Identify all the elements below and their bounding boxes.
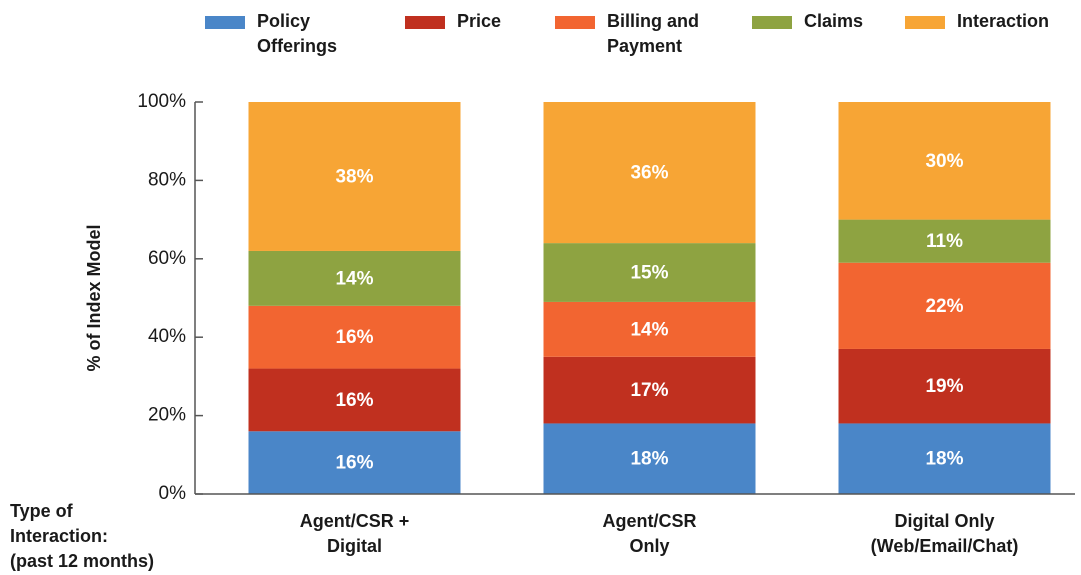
- value-label: 30%: [925, 151, 963, 172]
- bar-segment: [248, 250, 461, 306]
- bar-segment: [838, 102, 1051, 220]
- bar-segment: [248, 431, 461, 494]
- y-tick-label: 20%: [148, 405, 186, 426]
- bar-segment: [838, 348, 1051, 424]
- legend-label: Billing and Payment: [607, 11, 699, 56]
- legend-label: Interaction: [957, 11, 1049, 31]
- value-label: 18%: [630, 449, 668, 470]
- y-tick-label: 0%: [159, 483, 187, 504]
- y-tick-label: 60%: [148, 248, 186, 269]
- value-label: 16%: [335, 327, 373, 348]
- y-tick-label: 40%: [148, 326, 186, 347]
- y-axis-label: % of Index Model: [84, 224, 104, 371]
- x-axis-label: Type of Interaction: (past 12 months): [10, 501, 154, 571]
- legend-swatch: [405, 16, 445, 29]
- legend-swatch: [905, 16, 945, 29]
- bar-segment: [543, 243, 756, 302]
- legend-label: Price: [457, 11, 501, 31]
- value-label: 14%: [335, 268, 373, 289]
- value-label: 22%: [925, 296, 963, 317]
- x-tick-label: Agent/CSR + Digital: [300, 511, 410, 556]
- bar-segment: [248, 368, 461, 432]
- bar-segment: [543, 423, 756, 494]
- value-label: 15%: [630, 263, 668, 284]
- value-label: 14%: [630, 319, 668, 340]
- value-label: 16%: [335, 453, 373, 474]
- bar-segment: [838, 219, 1051, 263]
- bar-segment: [248, 305, 461, 369]
- bar-segment: [543, 102, 756, 244]
- value-label: 38%: [335, 166, 373, 187]
- value-label: 36%: [630, 163, 668, 184]
- legend-label: Claims: [804, 11, 863, 31]
- bar-segment: [248, 102, 461, 251]
- legend-swatch: [752, 16, 792, 29]
- legend-swatch: [205, 16, 245, 29]
- bar-segment: [838, 423, 1051, 494]
- value-label: 11%: [926, 231, 963, 252]
- value-label: 16%: [335, 390, 373, 411]
- y-tick-label: 80%: [148, 169, 186, 190]
- value-label: 18%: [925, 449, 963, 470]
- bar-segment: [838, 262, 1051, 349]
- value-label: 17%: [630, 380, 668, 401]
- y-tick-label: 100%: [137, 91, 186, 112]
- value-label: 19%: [925, 376, 963, 397]
- bar-segment: [543, 356, 756, 424]
- legend-label: Policy Offerings: [257, 11, 337, 56]
- bar-segment: [543, 301, 756, 357]
- legend-swatch: [555, 16, 595, 29]
- x-tick-label: Digital Only (Web/Email/Chat): [871, 511, 1019, 556]
- x-tick-label: Agent/CSR Only: [603, 511, 697, 556]
